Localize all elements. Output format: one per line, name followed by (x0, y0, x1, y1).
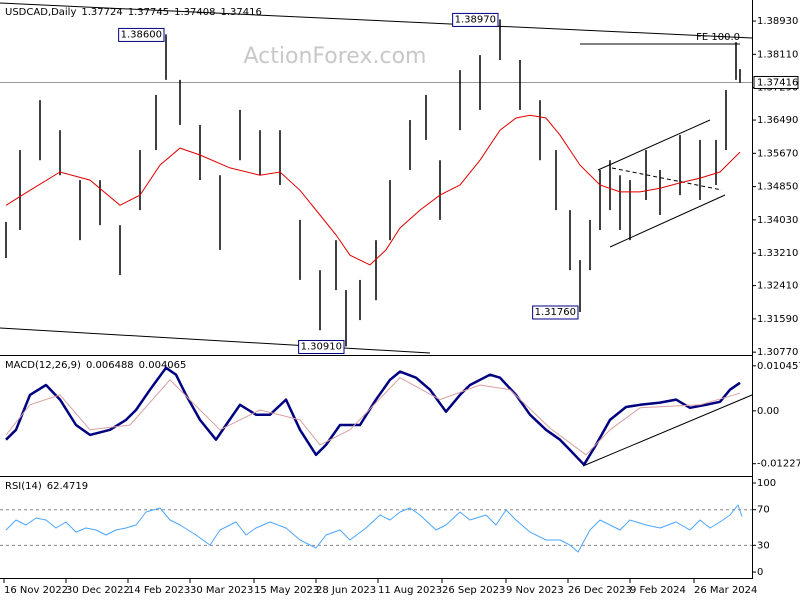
annotation-box (118, 27, 165, 42)
y-tick-label: 1.33210 (757, 248, 798, 259)
panel-header: USDCAD,Daily 1.37724 1.37745 1.37408 1.37416 (5, 7, 262, 18)
x-tick-label: 26 Sep 2023 (442, 585, 505, 596)
y-tick-label: 1.34030 (757, 215, 798, 226)
moving-average (5, 114, 741, 266)
panel-header: RSI(14) 62.4719 (5, 481, 88, 492)
y-tick-label: 0 (757, 567, 763, 578)
y-tick-label: 70 (757, 505, 770, 516)
y-tick-label: 1.38930 (757, 16, 798, 27)
channel-line (609, 194, 726, 248)
x-tick-label: 14 Feb 2023 (128, 585, 190, 596)
trend-line (0, 2, 753, 39)
y-tick-label: 0.010457 (757, 361, 800, 372)
annotation-label: 1.38600 (121, 29, 162, 40)
y-tick-label: 0.00 (757, 406, 779, 417)
header-value: 0.006488 (86, 360, 134, 371)
annotation-label: 1.31760 (535, 307, 576, 318)
x-tick-label: 16 Nov 2022 (4, 585, 68, 596)
x-tick-label: 11 Aug 2023 (378, 585, 442, 596)
annotation-label: 1.38970 (455, 14, 496, 25)
y-tick-label: -0.012276 (757, 459, 800, 470)
annotation-box (298, 339, 345, 354)
x-tick-label: 15 May 2023 (254, 585, 319, 596)
x-tick-label: 30 Dec 2022 (66, 585, 130, 596)
header-value: 1.37416 (220, 7, 261, 18)
y-tick-label: 1.36490 (757, 115, 798, 126)
x-tick-label: 26 Mar 2024 (694, 585, 757, 596)
header-value: 62.4719 (47, 481, 88, 492)
series-line (5, 504, 743, 553)
series-line (5, 366, 741, 466)
y-tick-label: 30 (757, 540, 770, 551)
y-tick-label: 1.34850 (757, 182, 798, 193)
panel-header: MACD(12,26,9) 0.006488 0.004065 (5, 360, 186, 371)
annotation-label: 1.30910 (301, 341, 342, 352)
y-tick-label: 1.35670 (757, 148, 798, 159)
panel-title: USDCAD,Daily (5, 7, 76, 18)
y-tick-label: 1.31590 (757, 314, 798, 325)
x-tick-label: 28 Jun 2023 (316, 585, 376, 596)
y-tick-label: 1.30770 (757, 347, 798, 358)
panel-title: RSI(14) (5, 481, 42, 492)
current-price-label: 1.37416 (757, 77, 798, 88)
header-value: 1.37745 (128, 7, 169, 18)
x-tick-label: 26 Dec 2023 (568, 585, 632, 596)
y-tick-label: 100 (757, 478, 776, 489)
x-tick-label: 30 Mar 2023 (190, 585, 253, 596)
drawings (0, 2, 753, 467)
watermark: ActionForex.com (244, 44, 427, 69)
series-line (5, 377, 741, 456)
annotation-box (532, 305, 579, 320)
macd-trend-line (582, 394, 753, 467)
annotation-box (452, 12, 499, 27)
x-tick-label: 9 Feb 2024 (630, 585, 686, 596)
trend-line (0, 327, 431, 354)
y-tick-label: 1.32410 (757, 281, 798, 292)
channel-line (597, 119, 711, 171)
header-value: 0.004065 (139, 360, 187, 371)
channel-mid-line (611, 167, 723, 191)
x-tick-label: 9 Nov 2023 (506, 585, 564, 596)
header-value: 1.37724 (81, 7, 122, 18)
panel-title: MACD(12,26,9) (5, 360, 81, 371)
y-tick-label: 1.38110 (757, 49, 798, 60)
header-value: 1.37408 (174, 7, 215, 18)
current-price-box (753, 75, 799, 89)
annotation-label: FE 100.0 (696, 32, 740, 43)
